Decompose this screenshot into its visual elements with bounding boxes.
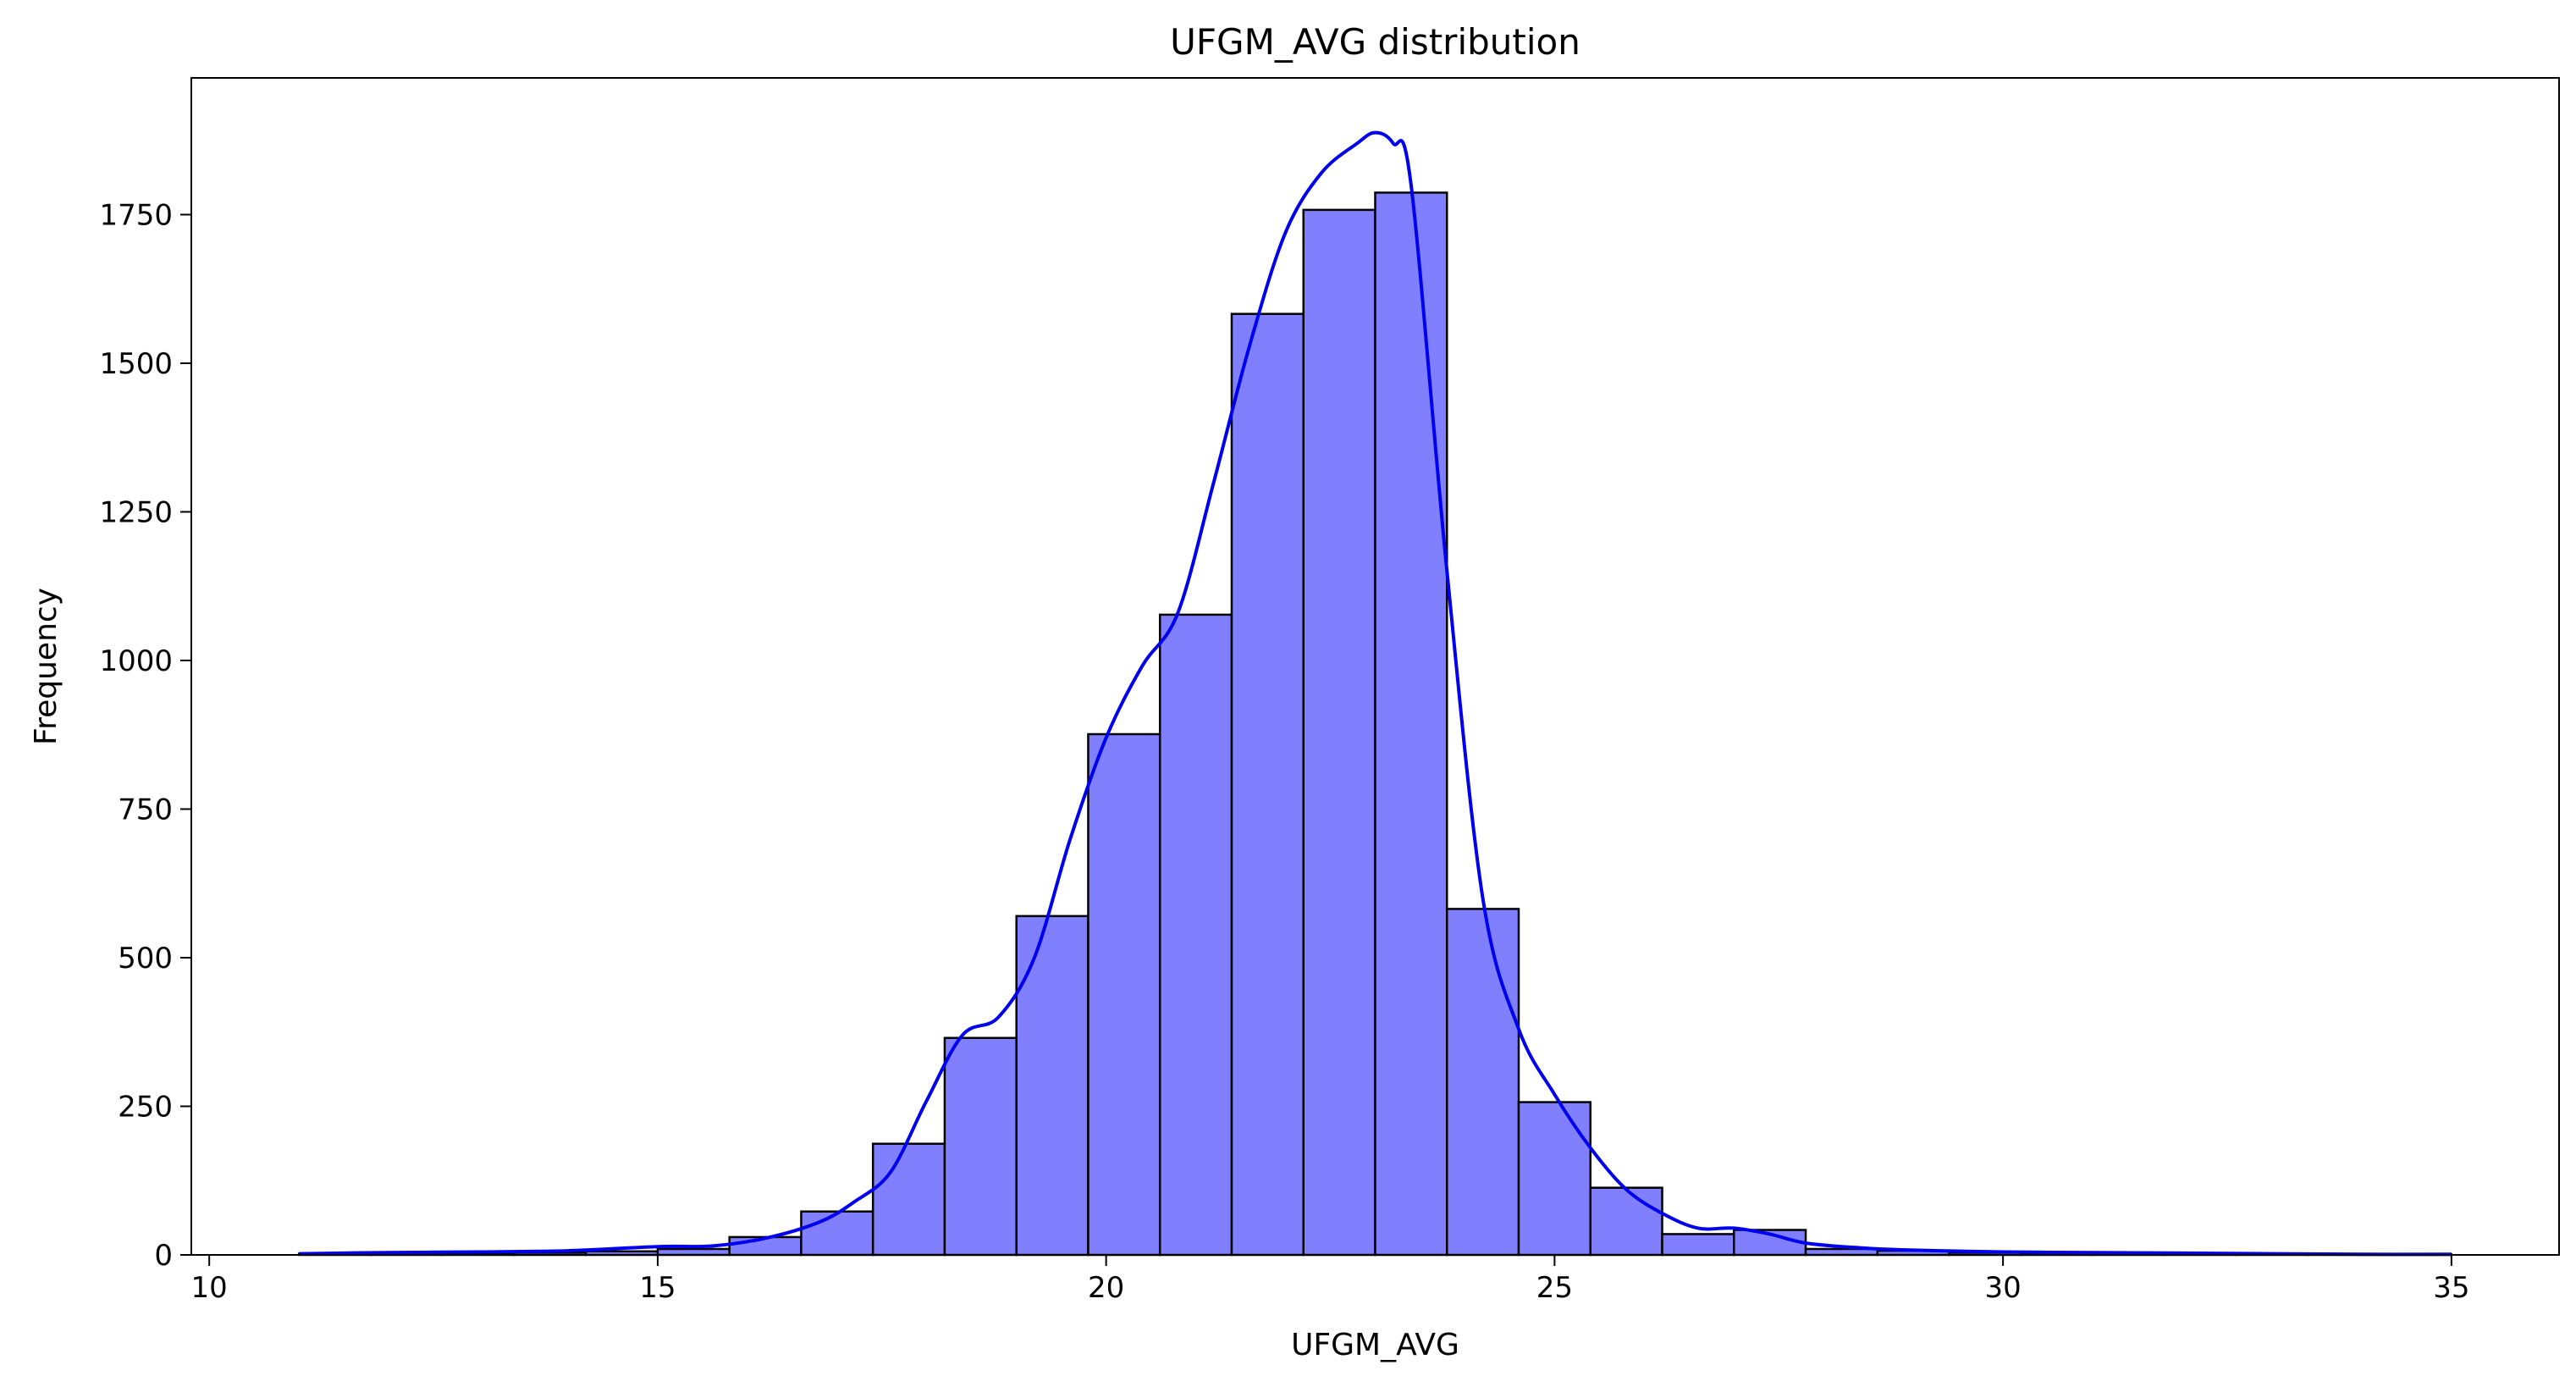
histogram-bar xyxy=(1302,208,1376,1257)
histogram-bar xyxy=(656,1247,731,1257)
histogram-bar xyxy=(871,1142,946,1257)
y-tick-label: 1750 xyxy=(99,198,173,232)
y-tick-label: 1000 xyxy=(99,644,173,678)
histogram-bars xyxy=(297,191,2453,1257)
y-tick-label: 1500 xyxy=(99,347,173,381)
chart-title: UFGM_AVG distribution xyxy=(1170,21,1580,63)
histogram-bar xyxy=(943,1036,1018,1257)
x-axis-ticks: 10 15 20 25 30 35 xyxy=(191,1255,2469,1305)
x-axis-label: UFGM_AVG xyxy=(1291,1328,1459,1362)
histogram-bar xyxy=(1446,908,1520,1257)
x-tick-label: 15 xyxy=(639,1271,676,1305)
histogram-bar xyxy=(1589,1186,1663,1257)
x-tick-label: 35 xyxy=(2433,1271,2469,1305)
x-tick-label: 25 xyxy=(1536,1271,1573,1305)
y-tick-label: 500 xyxy=(118,942,173,975)
histogram-bar xyxy=(800,1210,874,1257)
y-tick-label: 1250 xyxy=(99,495,173,529)
kde-curve xyxy=(299,130,2452,1257)
x-tick-label: 10 xyxy=(191,1271,228,1305)
histogram-bar xyxy=(1230,312,1305,1257)
histogram-bar xyxy=(1517,1101,1592,1257)
y-tick-label: 750 xyxy=(118,793,173,826)
y-tick-label: 250 xyxy=(118,1090,173,1124)
y-axis-ticks: 0 250 500 750 1000 1250 1500 1750 xyxy=(99,198,191,1273)
y-axis-label: Frequency xyxy=(29,588,63,745)
histogram-bar xyxy=(1087,732,1161,1257)
histogram-bar xyxy=(1374,191,1448,1257)
histogram-bar xyxy=(1015,915,1089,1257)
x-tick-label: 20 xyxy=(1088,1271,1124,1305)
histogram-bar xyxy=(1661,1233,1735,1257)
histogram-bar xyxy=(1158,613,1233,1257)
axes-frame xyxy=(190,77,2560,1256)
y-tick-label: 0 xyxy=(154,1239,173,1273)
x-tick-label: 30 xyxy=(1984,1271,2021,1305)
